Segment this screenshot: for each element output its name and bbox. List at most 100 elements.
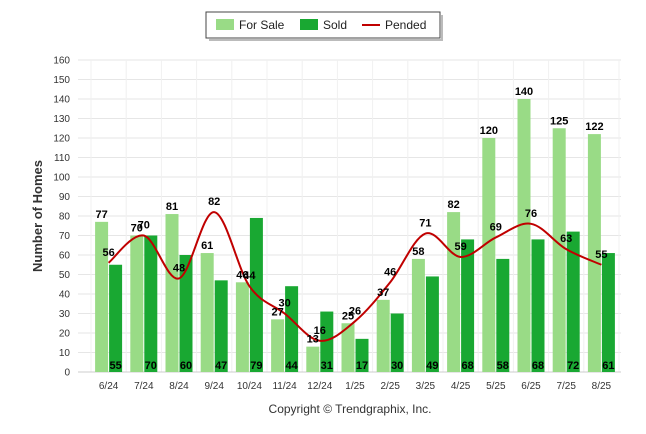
bar-for-sale	[411, 258, 425, 372]
data-label-pended: 55	[595, 249, 607, 261]
data-label-sold: 17	[356, 360, 368, 372]
y-tick-label: 80	[59, 212, 71, 223]
bar-for-sale	[165, 214, 179, 372]
data-label-sold: 58	[497, 360, 509, 372]
data-label-sold: 55	[109, 360, 121, 372]
data-label-pended: 46	[384, 266, 396, 278]
data-label-pended: 82	[208, 196, 220, 208]
x-tick-label: 11/24	[272, 381, 297, 392]
data-label-sold: 44	[285, 360, 298, 372]
y-tick-label: 40	[59, 290, 71, 301]
bar-for-sale	[517, 99, 531, 372]
bar-for-sale	[341, 323, 355, 372]
bar-sold	[461, 239, 475, 372]
x-tick-label: 4/25	[451, 381, 471, 392]
data-label-for-sale: 81	[166, 201, 178, 213]
data-label-for-sale: 140	[515, 86, 533, 98]
y-tick-label: 70	[59, 231, 71, 242]
bar-for-sale	[376, 299, 390, 372]
bar-sold	[355, 338, 369, 372]
legend-shadow	[441, 15, 443, 40]
y-tick-label: 60	[59, 251, 71, 262]
data-label-sold: 72	[567, 360, 579, 372]
bar-sold	[109, 264, 123, 372]
legend: For Sale Sold Pended	[205, 11, 443, 41]
data-label-pended: 26	[349, 305, 361, 317]
data-label-pended: 59	[454, 241, 466, 253]
data-label-pended: 48	[173, 262, 185, 274]
x-tick-label: 12/24	[307, 381, 332, 392]
data-label-pended: 76	[525, 208, 537, 220]
bar-sold	[320, 311, 334, 372]
data-label-sold: 60	[180, 360, 192, 372]
data-label-for-sale: 46	[236, 269, 248, 281]
y-tick-label: 30	[59, 309, 71, 320]
y-tick-label: 110	[54, 153, 70, 164]
data-label-sold: 30	[391, 360, 403, 372]
data-label-for-sale: 58	[412, 246, 424, 258]
copyright-text: Copyright © Trendgraphix, Inc.	[269, 402, 432, 416]
legend-label: Pended	[385, 18, 426, 32]
y-tick-label: 160	[53, 56, 70, 67]
legend-box	[205, 11, 441, 39]
x-tick-label: 8/24	[169, 381, 189, 392]
bar-for-sale	[200, 253, 214, 372]
y-tick-label: 20	[59, 329, 71, 340]
bar-sold	[566, 231, 580, 372]
y-tick-label: 120	[53, 134, 70, 145]
data-label-pended: 56	[102, 247, 114, 259]
data-label-for-sale: 27	[271, 306, 283, 318]
data-label-for-sale: 125	[550, 115, 568, 127]
x-tick-label: 5/25	[486, 381, 506, 392]
x-tick-label: 10/24	[237, 381, 262, 392]
data-label-pended: 69	[490, 221, 502, 233]
bar-for-sale	[95, 221, 109, 372]
data-label-for-sale: 37	[377, 287, 389, 299]
bar-sold	[144, 235, 158, 372]
legend-shadow	[209, 39, 443, 41]
pended-line-path	[107, 211, 602, 342]
data-label-for-sale: 61	[201, 240, 213, 252]
bar-for-sale	[587, 134, 601, 372]
data-label-sold: 49	[426, 360, 438, 372]
y-tick-label: 130	[53, 114, 70, 125]
legend-swatch-sold	[300, 19, 318, 30]
data-label-pended: 16	[314, 325, 326, 337]
bar-sold	[531, 239, 545, 372]
x-tick-label: 1/25	[345, 381, 365, 392]
data-label-for-sale: 13	[307, 334, 319, 346]
x-tick-label: 3/25	[416, 381, 436, 392]
data-label-for-sale: 122	[585, 121, 603, 133]
bar-sold	[425, 276, 439, 372]
bar-sold	[214, 280, 228, 372]
data-label-for-sale: 77	[95, 209, 107, 221]
bar-for-sale	[447, 212, 461, 372]
bar-for-sale	[306, 346, 320, 372]
bar-sold	[179, 255, 193, 372]
x-axis-ticks: 6/24 7/24 8/24 9/24 10/24 11/24 12/24 1/25 2/25 3…	[99, 381, 612, 392]
y-tick-label: 90	[59, 192, 71, 203]
bars	[95, 99, 615, 372]
data-labels: 7755707081606147467927441331251737305849…	[95, 86, 614, 372]
data-label-for-sale: 82	[447, 199, 459, 211]
y-tick-label: 0	[64, 368, 70, 379]
y-tick-label: 10	[59, 348, 71, 359]
data-label-pended: 30	[278, 298, 290, 310]
legend-label: Sold	[323, 18, 347, 32]
bar-sold	[601, 253, 615, 372]
data-label-sold: 68	[532, 360, 544, 372]
data-label-sold: 68	[461, 360, 473, 372]
y-axis-ticks: 0 10 20 30 40 50 60 70 80 90 100 110 120 130 140 150 160	[53, 56, 70, 379]
y-tick-label: 150	[53, 75, 70, 86]
x-tick-label: 6/25	[521, 381, 541, 392]
y-tick-label: 100	[53, 173, 70, 184]
data-label-for-sale: 120	[480, 125, 498, 137]
legend-label: For Sale	[239, 18, 285, 32]
data-label-pended: 70	[138, 220, 150, 232]
bar-sold	[390, 313, 404, 372]
pended-line	[107, 211, 602, 342]
bar-for-sale	[271, 319, 285, 372]
x-tick-label: 6/24	[99, 381, 119, 392]
